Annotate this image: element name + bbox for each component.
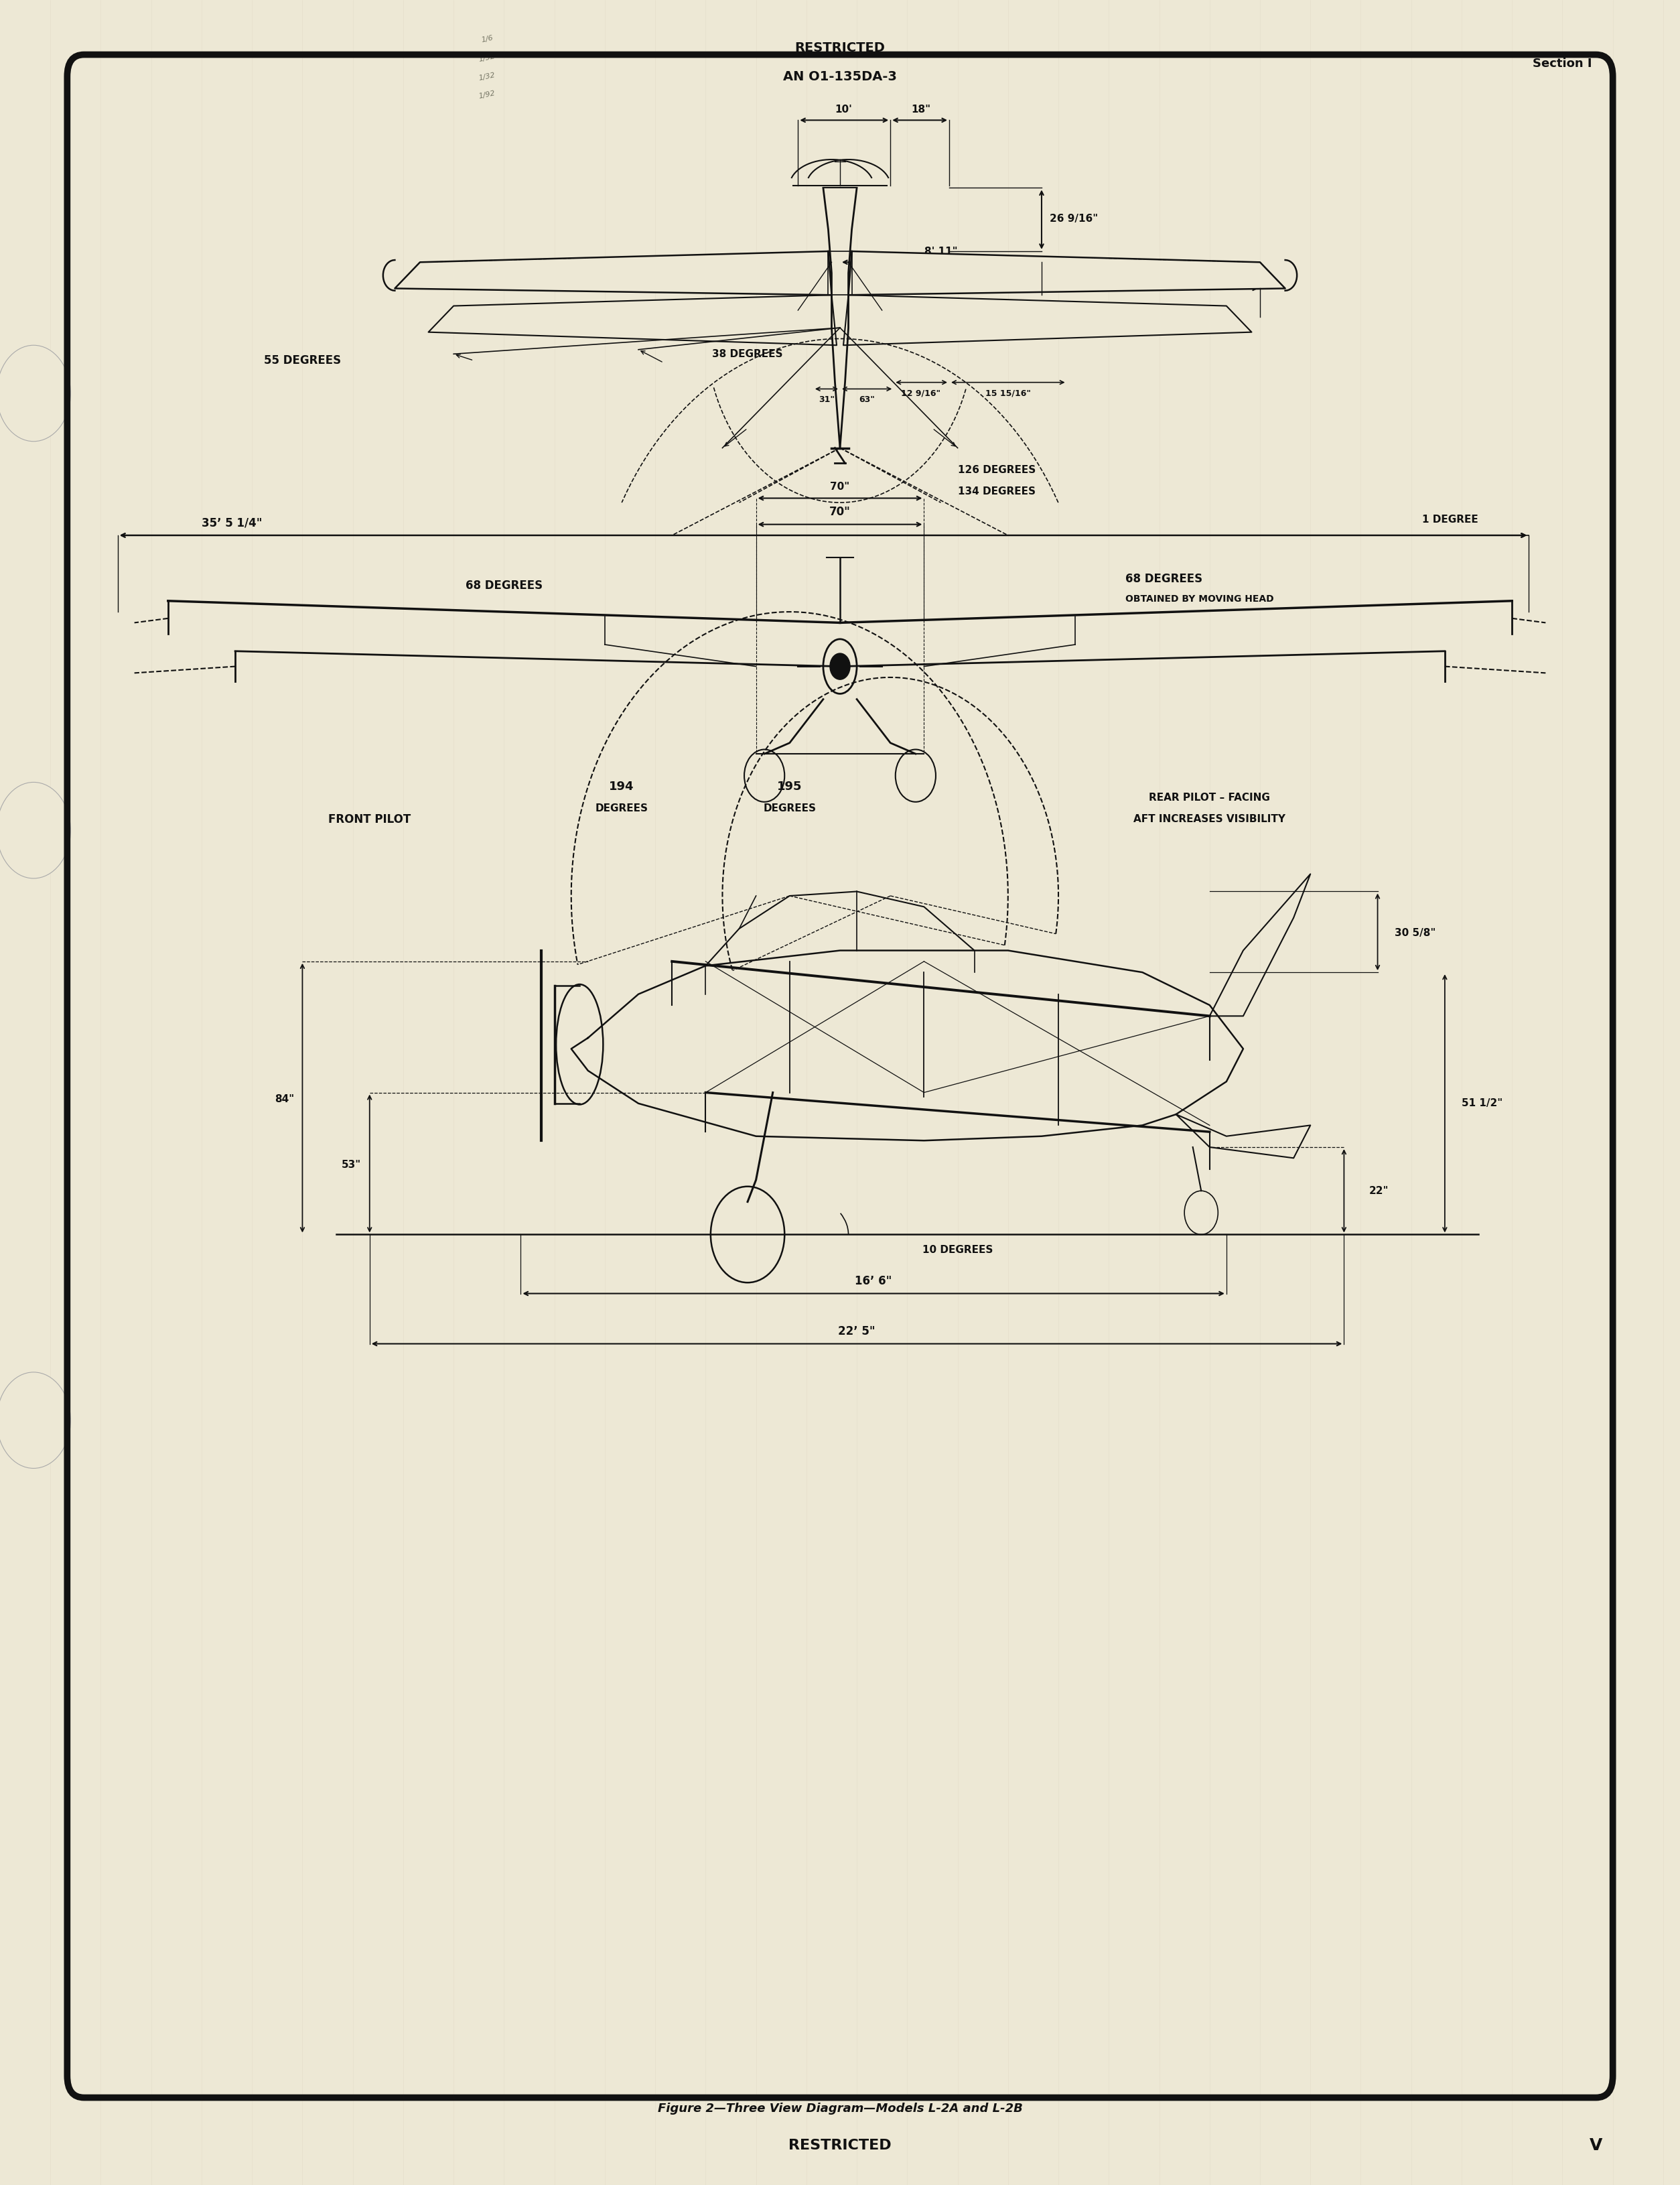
Text: 194: 194	[610, 780, 633, 793]
Text: 35’ 5 1/4": 35’ 5 1/4"	[202, 516, 262, 529]
Text: 134 DEGREES: 134 DEGREES	[958, 487, 1035, 496]
Text: 63": 63"	[858, 395, 875, 404]
Text: DEGREES: DEGREES	[763, 804, 816, 813]
Text: 128 DEGREES: 128 DEGREES	[566, 306, 643, 315]
Circle shape	[0, 345, 71, 441]
Circle shape	[830, 653, 850, 680]
Text: 8' 11": 8' 11"	[924, 247, 958, 256]
Text: Section I: Section I	[1532, 57, 1593, 70]
Text: 1 DEGREE: 1 DEGREE	[1423, 513, 1478, 524]
Text: 55 DEGREES: 55 DEGREES	[264, 354, 341, 367]
Polygon shape	[843, 295, 1252, 345]
Text: 1/32: 1/32	[479, 52, 496, 63]
Text: RESTRICTED: RESTRICTED	[788, 2139, 892, 2152]
Text: 38 DEGREES: 38 DEGREES	[712, 350, 783, 358]
Text: 26 9/16": 26 9/16"	[1050, 214, 1099, 223]
Text: 95 7/16": 95 7/16"	[1102, 271, 1149, 282]
Text: 31": 31"	[818, 395, 835, 404]
Text: 1/32: 1/32	[479, 72, 496, 81]
Polygon shape	[428, 295, 837, 345]
Text: 16’ 6": 16’ 6"	[855, 1274, 892, 1287]
Text: 15 15/16": 15 15/16"	[984, 389, 1032, 398]
Circle shape	[0, 1372, 71, 1468]
Text: 70": 70"	[830, 505, 850, 518]
Text: V: V	[1589, 2137, 1603, 2154]
Text: 22’ 5": 22’ 5"	[838, 1324, 875, 1337]
Text: 53": 53"	[341, 1160, 361, 1169]
Polygon shape	[395, 251, 832, 295]
Text: 12 9/16": 12 9/16"	[900, 389, 941, 398]
Text: 18": 18"	[911, 105, 931, 114]
Text: AN O1-135DA-3: AN O1-135DA-3	[783, 70, 897, 83]
Text: 70": 70"	[830, 481, 850, 492]
Text: 84": 84"	[274, 1095, 294, 1103]
Circle shape	[0, 782, 71, 878]
Text: 22": 22"	[1369, 1186, 1389, 1195]
Text: 1/92: 1/92	[479, 90, 496, 101]
Text: 68 DEGREES: 68 DEGREES	[465, 579, 543, 592]
Text: REAR PILOT – FACING: REAR PILOT – FACING	[1149, 793, 1270, 802]
Text: 1/6: 1/6	[480, 35, 494, 44]
Text: OBTAINED BY MOVING HEAD: OBTAINED BY MOVING HEAD	[1126, 594, 1273, 603]
Text: 10': 10'	[835, 105, 852, 114]
Text: DEGREES: DEGREES	[595, 804, 648, 813]
Text: 30 5/8": 30 5/8"	[1394, 929, 1435, 937]
Polygon shape	[848, 251, 1285, 295]
Text: 10 DEGREES: 10 DEGREES	[922, 1245, 993, 1254]
Text: 68 DEGREES: 68 DEGREES	[1126, 572, 1203, 586]
Text: Figure 2—Three View Diagram—Models L-2A and L-2B: Figure 2—Three View Diagram—Models L-2A …	[657, 2102, 1023, 2115]
Text: 195: 195	[778, 780, 801, 793]
Text: 126 DEGREES: 126 DEGREES	[958, 465, 1035, 474]
Text: RESTRICTED: RESTRICTED	[795, 42, 885, 55]
Text: 51 1/2": 51 1/2"	[1462, 1099, 1502, 1108]
Text: FRONT PILOT: FRONT PILOT	[328, 813, 412, 826]
Text: AFT INCREASES VISIBILITY: AFT INCREASES VISIBILITY	[1134, 815, 1285, 824]
